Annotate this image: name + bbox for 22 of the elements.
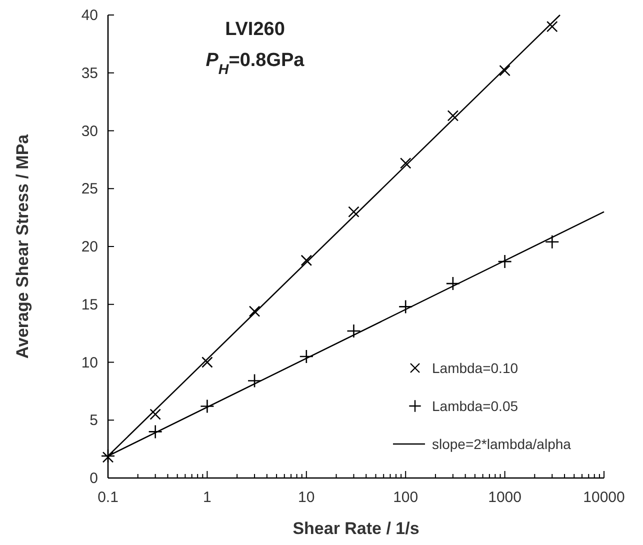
x-tick-label: 10 xyxy=(298,489,315,506)
x-axis-title: Shear Rate / 1/s xyxy=(292,519,420,538)
x-tick-label: 10000 xyxy=(583,489,625,506)
y-tick-label: 25 xyxy=(81,180,98,198)
legend-label: Lambda=0.10 xyxy=(432,360,518,376)
y-tick-label: 10 xyxy=(81,354,98,372)
x-tick-label: 1 xyxy=(203,489,212,506)
y-axis-title: Average Shear Stress / MPa xyxy=(13,134,32,359)
x-tick-label: 100 xyxy=(393,489,418,506)
chart-title: LVI260 xyxy=(225,19,285,40)
y-tick-label: 40 xyxy=(81,7,98,24)
y-tick-label: 5 xyxy=(90,412,98,430)
y-tick-label: 20 xyxy=(81,238,98,256)
y-tick-label: 30 xyxy=(81,122,98,140)
legend-label: Lambda=0.05 xyxy=(432,398,518,414)
y-tick-label: 0 xyxy=(90,470,98,487)
y-tick-label: 15 xyxy=(81,296,98,314)
x-tick-label: 1000 xyxy=(488,489,522,506)
legend-label: slope=2*lambda/alpha xyxy=(432,436,572,452)
x-tick-label: 0.1 xyxy=(98,489,118,506)
text: P$_{H}$=0.8GPa xyxy=(206,50,305,78)
y-tick-label: 35 xyxy=(81,64,98,82)
